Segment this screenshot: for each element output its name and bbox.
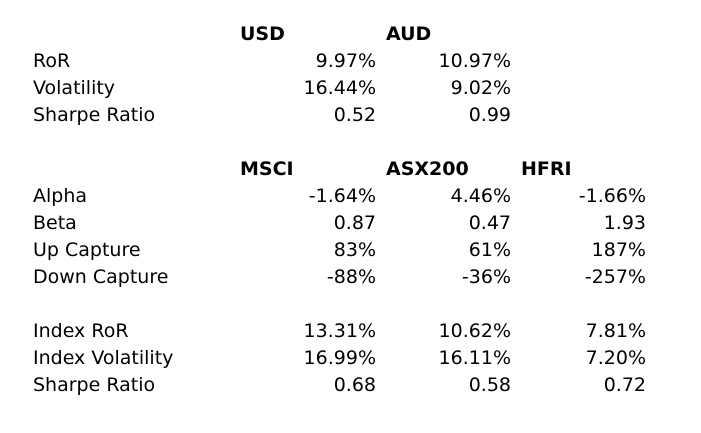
cell-value: 7.81% (585, 320, 646, 342)
cell-value: 4.46% (450, 185, 511, 207)
column-header-usd: USD (240, 23, 285, 45)
row-label: Sharpe Ratio (33, 374, 156, 396)
cell-value: 13.31% (303, 320, 376, 342)
table-row: Up Capture 83% 61% 187% (0, 237, 701, 264)
row-label: Alpha (33, 185, 88, 207)
cell-value: 16.44% (303, 77, 376, 99)
cell-value: 0.99 (468, 104, 511, 126)
row-label: Beta (33, 212, 77, 234)
table-row: Beta 0.87 0.47 1.93 (0, 210, 701, 237)
cell-value: 0.72 (603, 374, 646, 396)
cell-value: 61% (468, 239, 511, 261)
cell-value: 16.99% (303, 347, 376, 369)
table-row: Down Capture -88% -36% -257% (0, 264, 701, 291)
table-row: Sharpe Ratio 0.52 0.99 (0, 102, 701, 129)
cell-value: -36% (461, 266, 511, 288)
cell-value: 0.52 (333, 104, 376, 126)
cell-value: -88% (326, 266, 376, 288)
row-label: RoR (33, 50, 71, 72)
cell-value: -257% (584, 266, 646, 288)
cell-value: 187% (591, 239, 646, 261)
row-label: Up Capture (33, 239, 141, 261)
table-row: Volatility 16.44% 9.02% (0, 75, 701, 102)
table-row: Index Volatility 16.99% 16.11% 7.20% (0, 345, 701, 372)
cell-value: 10.62% (438, 320, 511, 342)
cell-value: 16.11% (438, 347, 511, 369)
row-label: Index Volatility (33, 347, 174, 369)
column-header-asx200: ASX200 (386, 158, 469, 180)
header-row-benchmarks: MSCI ASX200 HFRI (0, 156, 701, 183)
cell-value: -1.66% (578, 185, 646, 207)
table-row: Alpha -1.64% 4.46% -1.66% (0, 183, 701, 210)
table-row: Index RoR 13.31% 10.62% 7.81% (0, 318, 701, 345)
cell-value: 0.68 (333, 374, 376, 396)
cell-value: 0.87 (333, 212, 376, 234)
column-header-aud: AUD (386, 23, 432, 45)
cell-value: 83% (333, 239, 376, 261)
cell-value: 9.02% (450, 77, 511, 99)
column-header-msci: MSCI (240, 158, 294, 180)
cell-value: -1.64% (308, 185, 376, 207)
cell-value: 10.97% (438, 50, 511, 72)
cell-value: 1.93 (603, 212, 646, 234)
column-header-hfri: HFRI (521, 158, 572, 180)
table-row: Sharpe Ratio 0.68 0.58 0.72 (0, 372, 701, 399)
row-label: Sharpe Ratio (33, 104, 156, 126)
cell-value: 0.47 (468, 212, 511, 234)
header-row-currency: USD AUD (0, 21, 701, 48)
row-label: Down Capture (33, 266, 169, 288)
cell-value: 0.58 (468, 374, 511, 396)
table-row: RoR 9.97% 10.97% (0, 48, 701, 75)
cell-value: 9.97% (315, 50, 376, 72)
row-label: Volatility (33, 77, 116, 99)
cell-value: 7.20% (585, 347, 646, 369)
row-label: Index RoR (33, 320, 129, 342)
